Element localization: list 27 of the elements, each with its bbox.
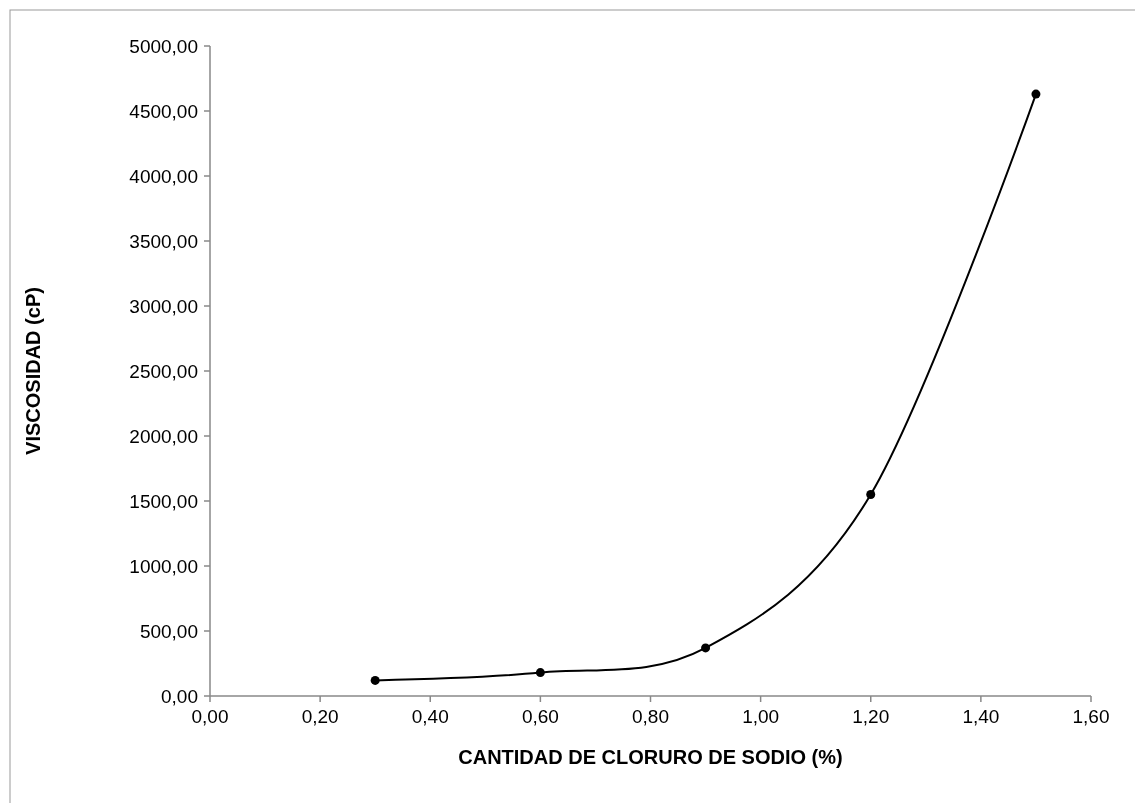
y-axis-title: VISCOSIDAD (cP) [22, 287, 44, 455]
point [701, 643, 711, 653]
x-axis-title: CANTIDAD DE CLORURO DE SODIO (%) [458, 746, 843, 768]
x-tick-label: 0,00 [191, 706, 229, 727]
y-tick-label: 4500,00 [129, 100, 198, 122]
x-tick-label: 1,40 [962, 706, 1000, 727]
x-tick-label: 0,80 [632, 706, 669, 727]
x-tick-label: 0,20 [301, 706, 339, 727]
y-tick-label: 4000,00 [129, 165, 198, 187]
y-tick-label: 2500,00 [129, 360, 198, 382]
y-tick-label: 1000,00 [129, 555, 198, 577]
x-tick-label: 0,60 [521, 706, 559, 727]
x-tick-label: 0,40 [411, 706, 449, 727]
y-tick-label: 500,00 [139, 620, 198, 642]
x-tick-label: 1,60 [1072, 706, 1110, 727]
y-tick-label: 0,00 [161, 685, 198, 707]
point [1031, 89, 1041, 99]
point [866, 490, 876, 499]
point [535, 668, 545, 678]
x-tick-label: 1,00 [742, 706, 780, 727]
y-tick-label: 1500,00 [129, 490, 198, 512]
y-tick-label: 3500,00 [129, 230, 198, 252]
point [370, 675, 380, 685]
y-tick-label: 5000,00 [129, 35, 198, 57]
y-tick-label: 3000,00 [129, 295, 198, 317]
y-tick-label: 2000,00 [129, 425, 198, 447]
x-tick-label: 1,20 [852, 706, 890, 727]
